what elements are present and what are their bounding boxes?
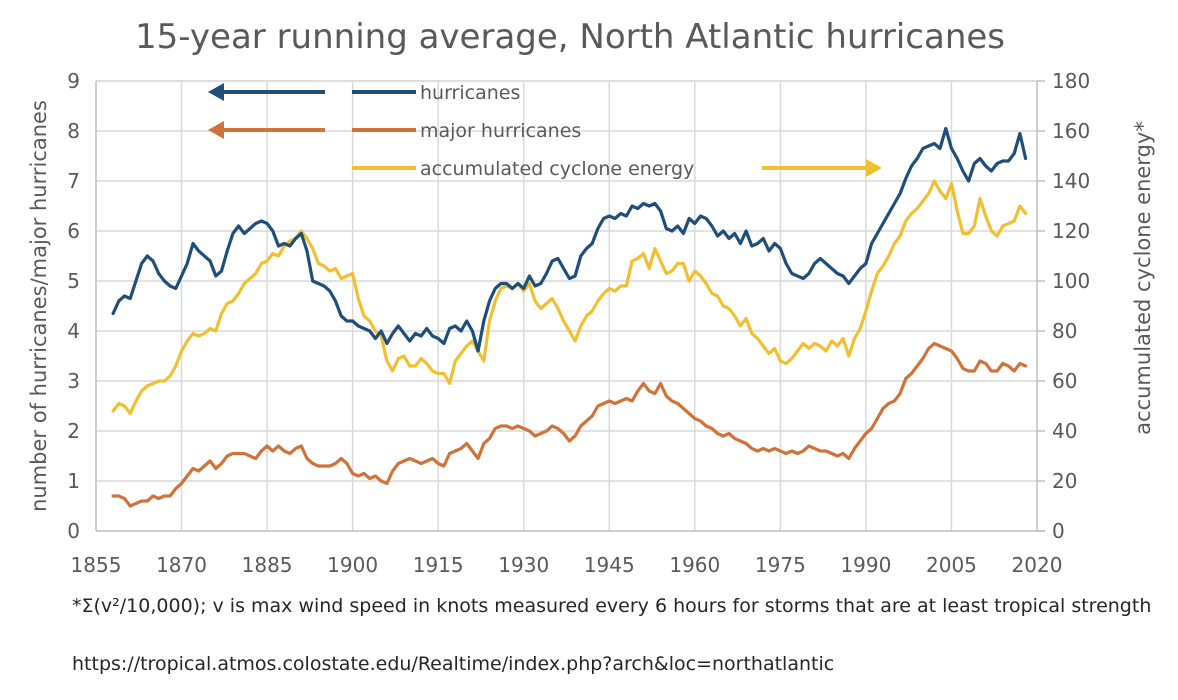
y-left-tick-label: 1: [67, 469, 80, 493]
series-line-major-hurricanes: [111, 341, 1028, 508]
footnote-source: https://tropical.atmos.colostate.edu/Rea…: [72, 653, 835, 675]
y-right-tick-label: 60: [1052, 369, 1077, 393]
legend-label-accumulated-cyclone-energy: accumulated cyclone energy: [420, 158, 694, 180]
y-right-tick-label: 80: [1052, 319, 1077, 343]
y-left-tick-label: 0: [67, 519, 80, 543]
legend: hurricanes major hurricanes accumulated cy…: [208, 82, 882, 180]
legend-label-hurricanes: hurricanes: [420, 82, 520, 104]
series-layer: [111, 126, 1028, 508]
series-line-accumulated-cyclone-energy: [111, 179, 1028, 416]
gridlines: [96, 80, 1037, 531]
x-tick-label: 1885: [242, 553, 293, 577]
y-right-tick-label: 0: [1052, 519, 1065, 543]
y-left-tick-label: 7: [67, 169, 80, 193]
y-left-tick-label: 5: [67, 269, 80, 293]
y-left-tick-label: 3: [67, 369, 80, 393]
y-left-tick-label: 9: [67, 69, 80, 93]
legend-label-major-hurricanes: major hurricanes: [420, 120, 581, 142]
y-left-tick-label: 4: [67, 319, 80, 343]
x-tick-label: 1855: [71, 553, 122, 577]
x-tick-label: 1960: [669, 553, 720, 577]
chart-svg: 15-year running average, North Atlantic …: [27, 17, 1155, 577]
y-right-tick-label: 40: [1052, 419, 1077, 443]
y-right-tick-label: 180: [1052, 69, 1090, 93]
y-axis-right-title: accumulated cyclone energy*: [1131, 121, 1155, 435]
y-left-tick-label: 2: [67, 419, 80, 443]
axes: 0 1 2 3 4 5 6 7 8 9 0 20 40 60 80 100 120 140 160 180 1855 18…: [67, 69, 1090, 577]
y-axis-left-title: number of hurricanes/major hurricanes: [27, 100, 51, 512]
series-line-hurricanes: [111, 126, 1028, 353]
y-left-tick-label: 8: [67, 119, 80, 143]
chart-title: 15-year running average, North Atlantic …: [135, 17, 1005, 57]
y-right-tick-label: 140: [1052, 169, 1090, 193]
arrow-right-icon: [866, 159, 882, 177]
x-tick-label: 2020: [1012, 553, 1063, 577]
arrow-left-icon: [208, 83, 224, 101]
y-right-tick-label: 20: [1052, 469, 1077, 493]
y-right-tick-label: 160: [1052, 119, 1090, 143]
x-tick-label: 1945: [584, 553, 635, 577]
x-tick-label: 2005: [926, 553, 977, 577]
arrow-left-icon: [208, 121, 224, 139]
x-tick-label: 1930: [498, 553, 549, 577]
y-right-tick-label: 120: [1052, 219, 1090, 243]
y-left-tick-label: 6: [67, 219, 80, 243]
y-right-tick-label: 100: [1052, 269, 1090, 293]
x-tick-label: 1915: [413, 553, 464, 577]
x-tick-label: 1870: [156, 553, 207, 577]
footnote-definition: *Σ(v²/10,000); v is max wind speed in kn…: [72, 595, 1152, 617]
x-tick-label: 1990: [840, 553, 891, 577]
x-tick-label: 1900: [327, 553, 378, 577]
x-tick-label: 1975: [755, 553, 806, 577]
